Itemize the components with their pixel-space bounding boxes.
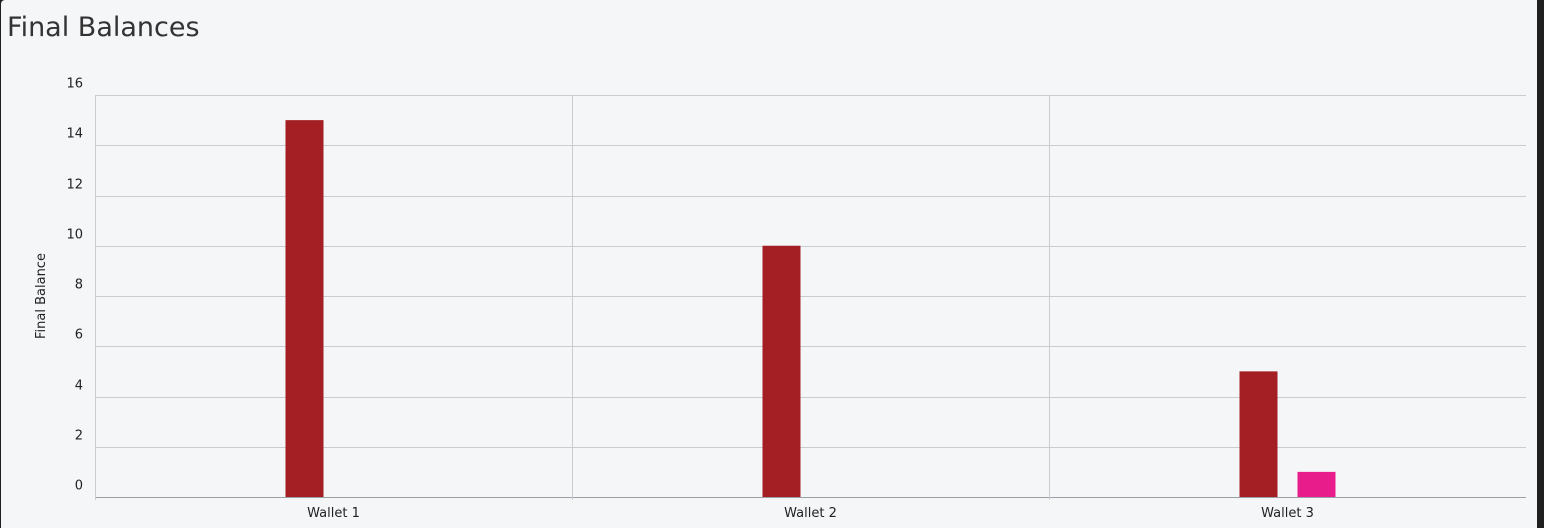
bar-wallet-2-s1 xyxy=(762,245,801,497)
y-tick-10: 10 xyxy=(66,228,83,243)
y-tick-16: 16 xyxy=(66,77,83,92)
y-tick-8: 8 xyxy=(75,278,83,293)
x-tick-labels: Wallet 1 Wallet 2 Wallet 3 xyxy=(307,506,1314,521)
y-tick-4: 4 xyxy=(75,379,83,394)
x-tick-wallet-3: Wallet 3 xyxy=(1261,506,1314,521)
x-tick-wallet-2: Wallet 2 xyxy=(784,506,837,521)
y-tick-labels: 0 2 4 6 8 10 12 14 16 xyxy=(66,77,83,494)
bar-wallet-1-s1 xyxy=(285,120,324,497)
grid-lines xyxy=(95,95,1526,500)
bar-wallet-3-s1 xyxy=(1239,371,1278,497)
y-axis-label: Final Balance xyxy=(34,253,49,339)
panel-title: Final Balances xyxy=(7,12,200,43)
y-tick-2: 2 xyxy=(75,429,83,444)
y-tick-6: 6 xyxy=(75,328,83,343)
bars xyxy=(285,120,1336,497)
y-tick-12: 12 xyxy=(66,178,83,193)
y-tick-14: 14 xyxy=(66,127,83,142)
bar-wallet-3-s2 xyxy=(1297,471,1336,497)
y-tick-0: 0 xyxy=(75,479,83,494)
x-tick-wallet-1: Wallet 1 xyxy=(307,506,360,521)
